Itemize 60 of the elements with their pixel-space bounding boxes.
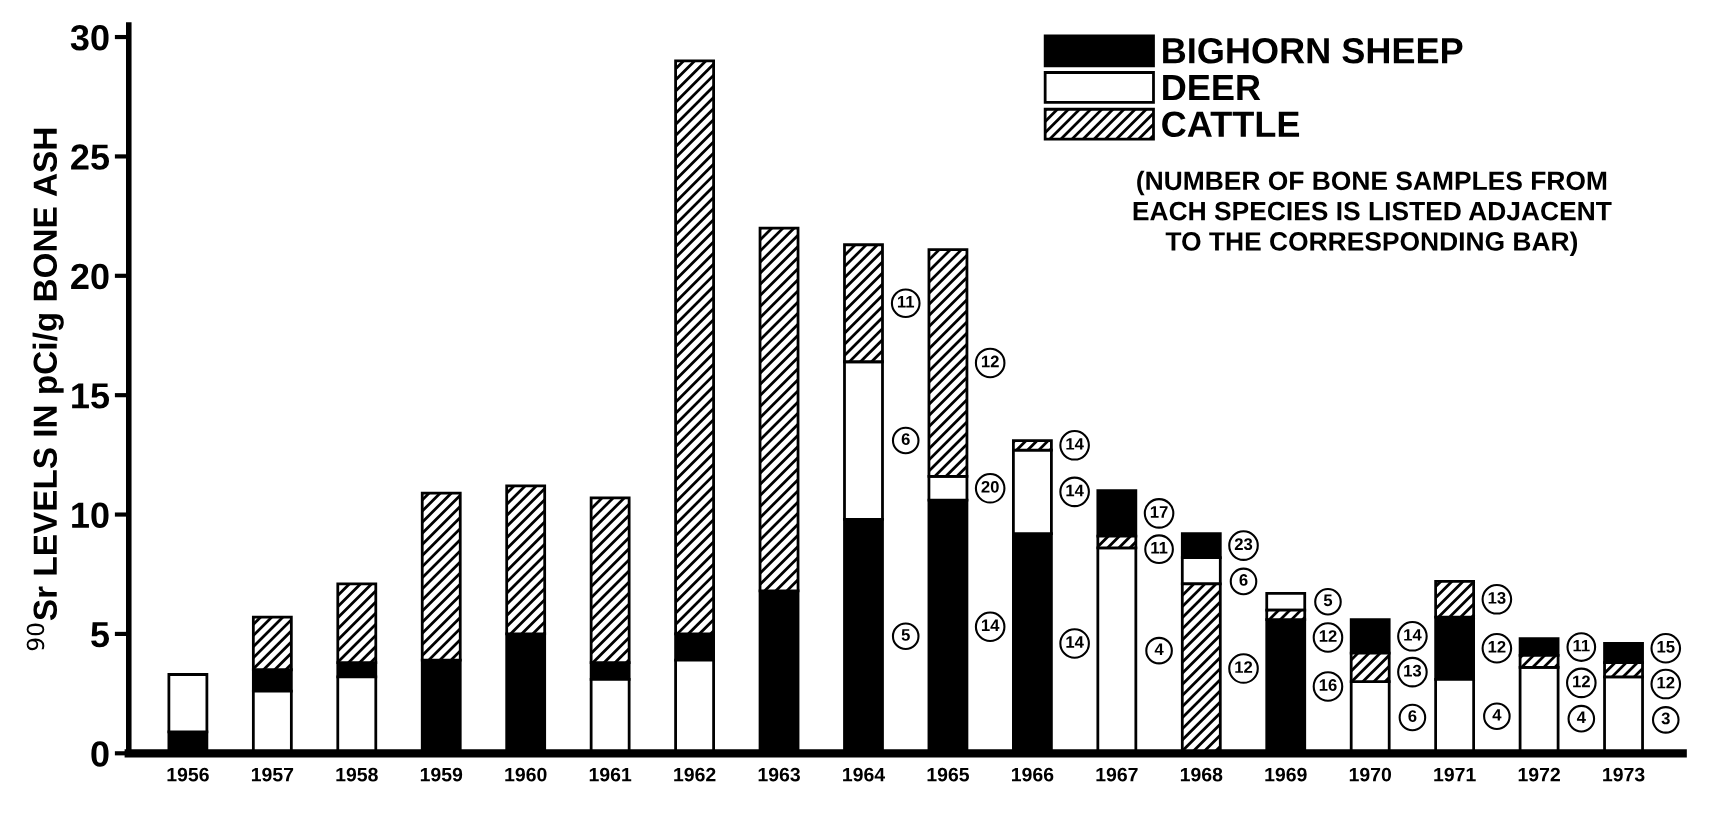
annotation: 12 [1319, 630, 1337, 642]
annotation: 12 [1488, 640, 1506, 653]
y-tick-label: 5 [91, 622, 110, 648]
x-tick-label: 1966 [1011, 767, 1054, 782]
annotation: 11 [897, 296, 915, 308]
y-tick-label: 0 [91, 741, 109, 767]
x-tick-label: 1960 [505, 767, 547, 782]
x-tick-label: 1973 [1603, 767, 1645, 782]
x-tick-label: 1962 [674, 767, 716, 782]
annotation: 16 [1319, 679, 1337, 691]
legend-label: CATTLE [1162, 111, 1300, 138]
x-tick-label: 1970 [1349, 767, 1392, 782]
x-tick-label: 1957 [251, 767, 294, 782]
x-tick-label: 1959 [420, 767, 463, 782]
annotation: 14 [1066, 438, 1084, 450]
legend-label: DEER [1163, 75, 1261, 100]
x-tick-label: 1956 [167, 767, 209, 782]
x-tick-label: 1963 [758, 767, 800, 782]
y-tick-label: 30 [70, 24, 109, 51]
legend-label: BIGHORN SHEEP [1163, 37, 1463, 64]
y-tick-label: 25 [71, 144, 110, 170]
x-tick-label: 1964 [843, 767, 886, 782]
y-tick-label: 10 [72, 502, 109, 528]
annotation: 3 [1661, 712, 1670, 725]
annotation: (NUMBER OF BONE SAMPLES FROM EACH SPECIES IS LISTED ADJACENT TO THE CORRESPONDING BAR) [1133, 170, 1612, 257]
x-tick-label: 1958 [336, 767, 378, 782]
x-tick-label: 1968 [1180, 767, 1223, 782]
x-tick-label: 1961 [589, 767, 632, 782]
annotation: 11 [1573, 639, 1590, 652]
annotation: 20 [981, 480, 999, 493]
annotation: 15 [1657, 641, 1675, 653]
annotation: 13 [1404, 664, 1422, 677]
annotation: 12 [1573, 675, 1590, 688]
annotation: 12 [1657, 676, 1675, 689]
annotation: 5 [1323, 594, 1333, 607]
annotation: 14 [1066, 636, 1084, 648]
annotation: 14 [1066, 484, 1084, 497]
annotation: 4 [1154, 643, 1164, 655]
x-tick-label: 1965 [927, 767, 970, 782]
x-tick-label: 1969 [1265, 767, 1307, 782]
annotation: 4 [1576, 711, 1586, 723]
annotation: 12 [981, 355, 999, 368]
annotation: 6 [901, 433, 910, 446]
annotation: 6 [1408, 710, 1417, 722]
annotation: 14 [1404, 629, 1422, 641]
annotation: 23 [1234, 538, 1253, 551]
annotation: 12 [1235, 661, 1253, 673]
x-tick-label: 1972 [1518, 767, 1560, 782]
annotation: 5 [901, 629, 910, 641]
annotation: 6 [1239, 574, 1248, 586]
annotation: 17 [1150, 506, 1168, 518]
y-axis-title: $^{90}$Sr LEVELS IN pCi/g BONE ASH [26, 128, 64, 651]
annotation: 11 [1151, 542, 1168, 554]
y-tick-label: 15 [72, 383, 110, 409]
y-tick-label: 20 [71, 263, 109, 290]
x-tick-label: 1971 [1434, 767, 1476, 782]
annotation: 13 [1488, 591, 1506, 604]
x-tick-label: 1967 [1096, 767, 1138, 782]
annotation: 4 [1492, 709, 1502, 721]
annotation: 14 [981, 619, 1000, 632]
